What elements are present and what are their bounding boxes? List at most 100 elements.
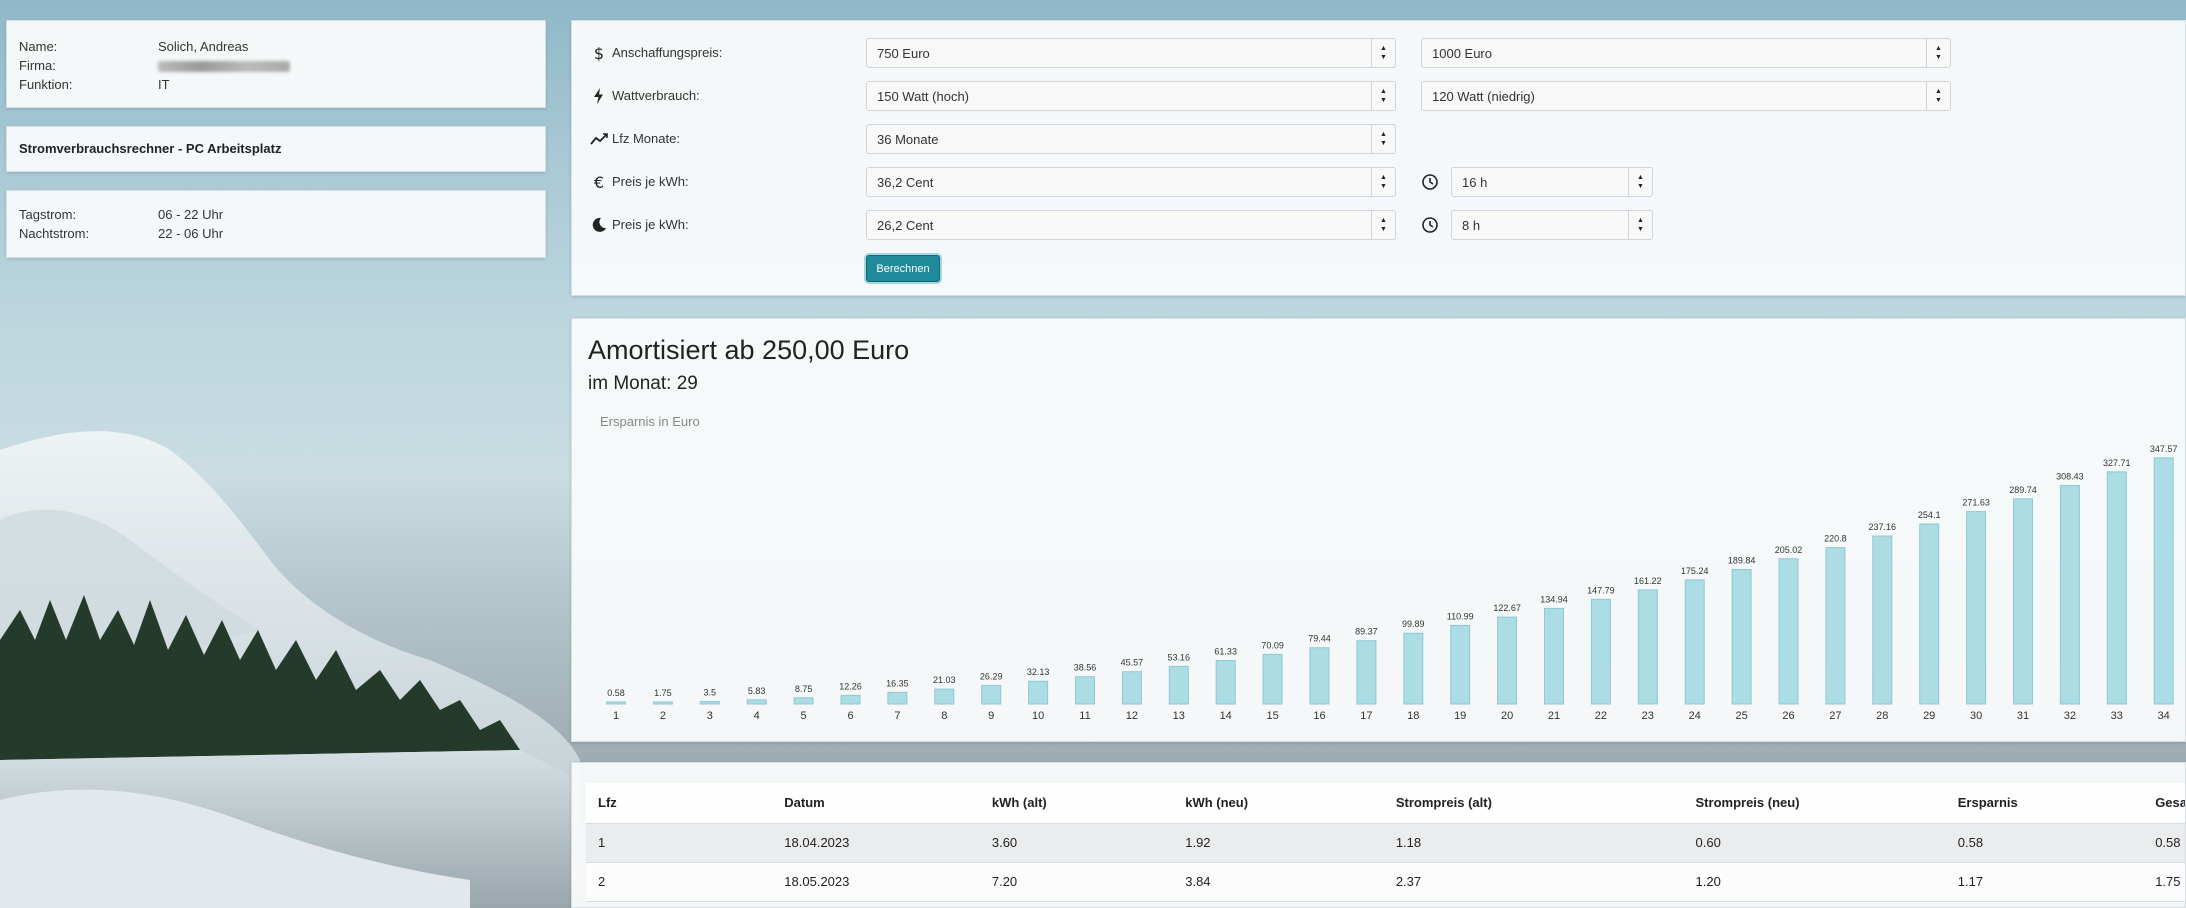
lfz-label: Lfz Monate: — [612, 131, 680, 146]
x-tick-label: 22 — [1595, 710, 1607, 722]
lfz-input[interactable] — [867, 125, 1371, 153]
stepper-arrows[interactable]: ▲ ▼ — [1371, 211, 1395, 239]
chevron-down-icon[interactable]: ▼ — [1380, 183, 1387, 190]
chevron-down-icon[interactable]: ▼ — [1935, 97, 1942, 104]
chart-bar — [1872, 535, 1893, 705]
chevron-up-icon[interactable]: ▲ — [1380, 131, 1387, 138]
x-tick-label: 32 — [2064, 710, 2076, 722]
chart-bar — [1778, 558, 1799, 705]
chart-bar — [1919, 523, 1940, 705]
x-tick-label: 15 — [1266, 710, 1278, 722]
anschaffung-neu-stepper[interactable]: ▲▼ — [1421, 38, 1951, 68]
chart-bar — [934, 688, 955, 705]
chevron-up-icon[interactable]: ▲ — [1380, 45, 1387, 52]
app-title: Stromverbrauchsrechner - PC Arbeitsplatz — [19, 141, 282, 156]
chevron-up-icon[interactable]: ▲ — [1380, 174, 1387, 181]
stepper-arrows[interactable]: ▲ ▼ — [1926, 39, 1950, 67]
bar-value-label: 110.99 — [1447, 611, 1474, 621]
stunden-nacht-stepper[interactable]: ▲▼ — [1451, 210, 1653, 240]
stepper-arrows[interactable]: ▲ ▼ — [1628, 211, 1652, 239]
stepper-arrows[interactable]: ▲ ▼ — [1371, 39, 1395, 67]
stepper-arrows[interactable]: ▲ ▼ — [1371, 168, 1395, 196]
watt-alt-stepper[interactable]: ▲▼ — [866, 81, 1396, 111]
bar-value-label: 220.8 — [1824, 534, 1847, 544]
x-tick-label: 14 — [1220, 710, 1232, 722]
chart-bar — [1684, 579, 1705, 705]
chevron-up-icon[interactable]: ▲ — [1935, 45, 1942, 52]
chart-bar — [1028, 680, 1049, 705]
watt-alt-input[interactable] — [867, 82, 1371, 110]
bar-value-label: 16.35 — [886, 678, 909, 688]
chart-bar — [1309, 647, 1330, 705]
table-row: 2 18.05.2023 7.20 3.84 2.37 1.20 1.17 1.75 — [586, 862, 2185, 902]
chart-bar — [887, 691, 908, 705]
stunden-tag-input[interactable] — [1452, 168, 1628, 196]
bar-value-label: 8.75 — [795, 684, 813, 694]
chevron-down-icon[interactable]: ▼ — [1935, 54, 1942, 61]
watt-label: Wattverbrauch: — [612, 88, 700, 103]
chevron-down-icon[interactable]: ▼ — [1637, 183, 1644, 190]
watt-neu-input[interactable] — [1422, 82, 1926, 110]
chevron-up-icon[interactable]: ▲ — [1935, 88, 1942, 95]
svg-text:€: € — [594, 173, 604, 191]
x-tick-label: 33 — [2111, 710, 2123, 722]
x-tick-label: 5 — [801, 710, 807, 722]
bar-value-label: 134.94 — [1540, 594, 1568, 604]
berechnen-button[interactable]: Berechnen — [866, 255, 940, 282]
x-tick-label: 9 — [988, 710, 994, 722]
chart-bar — [1966, 511, 1987, 705]
chevron-down-icon[interactable]: ▼ — [1380, 140, 1387, 147]
chevron-up-icon[interactable]: ▲ — [1380, 88, 1387, 95]
bolt-icon — [594, 88, 603, 104]
funktion-label: Funktion: — [19, 77, 73, 92]
amortization-month: im Monat: 29 — [588, 373, 698, 394]
table-cell: 2.37 — [1383, 862, 1684, 902]
anschaffung-alt-input[interactable] — [867, 39, 1371, 67]
x-tick-label: 17 — [1360, 710, 1372, 722]
x-tick-label: 3 — [707, 710, 713, 722]
chevron-down-icon[interactable]: ▼ — [1380, 226, 1387, 233]
chevron-up-icon[interactable]: ▲ — [1637, 174, 1644, 181]
x-tick-label: 1 — [613, 710, 619, 722]
table-row: 1 18.04.2023 3.60 1.92 1.18 0.60 0.58 0.58 — [586, 823, 2185, 863]
table-cell: 0.58 — [1945, 823, 2144, 863]
chart-bar — [2059, 485, 2080, 705]
stepper-arrows[interactable]: ▲ ▼ — [1628, 168, 1652, 196]
chevron-down-icon[interactable]: ▼ — [1380, 54, 1387, 61]
bar-value-label: 1.75 — [654, 688, 672, 698]
chevron-up-icon[interactable]: ▲ — [1380, 217, 1387, 224]
stepper-arrows[interactable]: ▲ ▼ — [1371, 125, 1395, 153]
stepper-arrows[interactable]: ▲ ▼ — [1926, 82, 1950, 110]
nachtstrom-label: Nachtstrom: — [19, 226, 90, 241]
chart-bar — [746, 699, 767, 705]
name-label: Name: — [19, 39, 58, 54]
preis-nacht-stepper[interactable]: ▲▼ — [866, 210, 1396, 240]
column-header: Ersparnis — [1945, 783, 2144, 824]
trend-chart-icon — [590, 133, 608, 145]
table-cell: 0.58 — [2143, 823, 2185, 863]
x-tick-label: 29 — [1923, 710, 1935, 722]
chevron-down-icon[interactable]: ▼ — [1380, 97, 1387, 104]
preis-tag-input[interactable] — [867, 168, 1371, 196]
column-header: Strompreis (alt) — [1383, 783, 1684, 824]
chevron-up-icon[interactable]: ▲ — [1637, 217, 1644, 224]
x-tick-label: 26 — [1782, 710, 1794, 722]
bar-value-label: 237.16 — [1869, 522, 1897, 532]
chart-bar — [652, 701, 673, 705]
anschaffung-neu-input[interactable] — [1422, 39, 1926, 67]
stunden-nacht-input[interactable] — [1452, 211, 1628, 239]
anschaffung-alt-stepper[interactable]: ▲▼ — [866, 38, 1396, 68]
chart-bar — [1637, 589, 1658, 705]
chevron-down-icon[interactable]: ▼ — [1637, 226, 1644, 233]
stunden-tag-stepper[interactable]: ▲▼ — [1451, 167, 1653, 197]
chart-bar — [1731, 569, 1752, 705]
preis-tag-stepper[interactable]: ▲▼ — [866, 167, 1396, 197]
anschaffung-row: $ Anschaffungspreis: ▲▼ ▲▼ — [572, 38, 2185, 68]
watt-neu-stepper[interactable]: ▲▼ — [1421, 81, 1951, 111]
bar-value-label: 289.74 — [2009, 485, 2037, 495]
chart-bar — [1497, 616, 1518, 705]
bar-value-label: 147.79 — [1587, 585, 1615, 595]
preis-nacht-input[interactable] — [867, 211, 1371, 239]
lfz-stepper[interactable]: ▲▼ — [866, 124, 1396, 154]
stepper-arrows[interactable]: ▲ ▼ — [1371, 82, 1395, 110]
